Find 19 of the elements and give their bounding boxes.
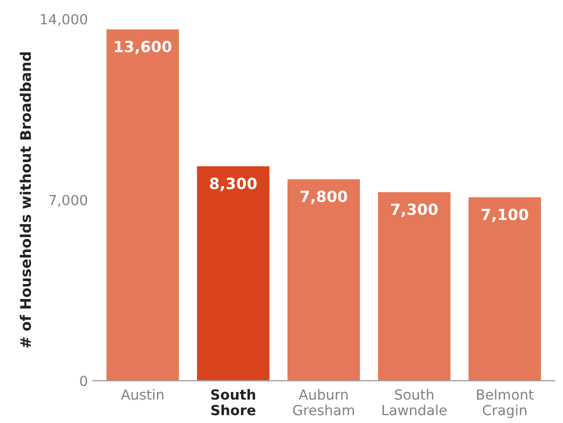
bar	[106, 29, 179, 381]
y-tick-label: 0	[80, 376, 88, 386]
x-tick-label: Belmont Cragin	[477, 389, 534, 418]
y-tick-label: 7,000	[49, 194, 88, 207]
bar	[196, 166, 270, 381]
bar	[288, 179, 360, 381]
data-label: 13,600	[114, 40, 172, 54]
x-tick-label: South Lawndale	[382, 389, 447, 416]
y-tick-label: 14,000	[40, 14, 88, 26]
bar	[378, 192, 450, 381]
data-label: 7,100	[482, 208, 528, 222]
x-tick-label: South Shore	[211, 389, 256, 416]
data-label: 8,300	[210, 178, 257, 192]
x-tick-label: Austin	[120, 389, 164, 400]
data-label: 7,300	[391, 204, 438, 218]
data-label: 7,800	[300, 190, 348, 204]
x-tick-label: Auburn Gresham	[293, 389, 354, 416]
y-axis-title: # of Households without Broadband	[20, 52, 32, 348]
bar	[468, 197, 541, 381]
